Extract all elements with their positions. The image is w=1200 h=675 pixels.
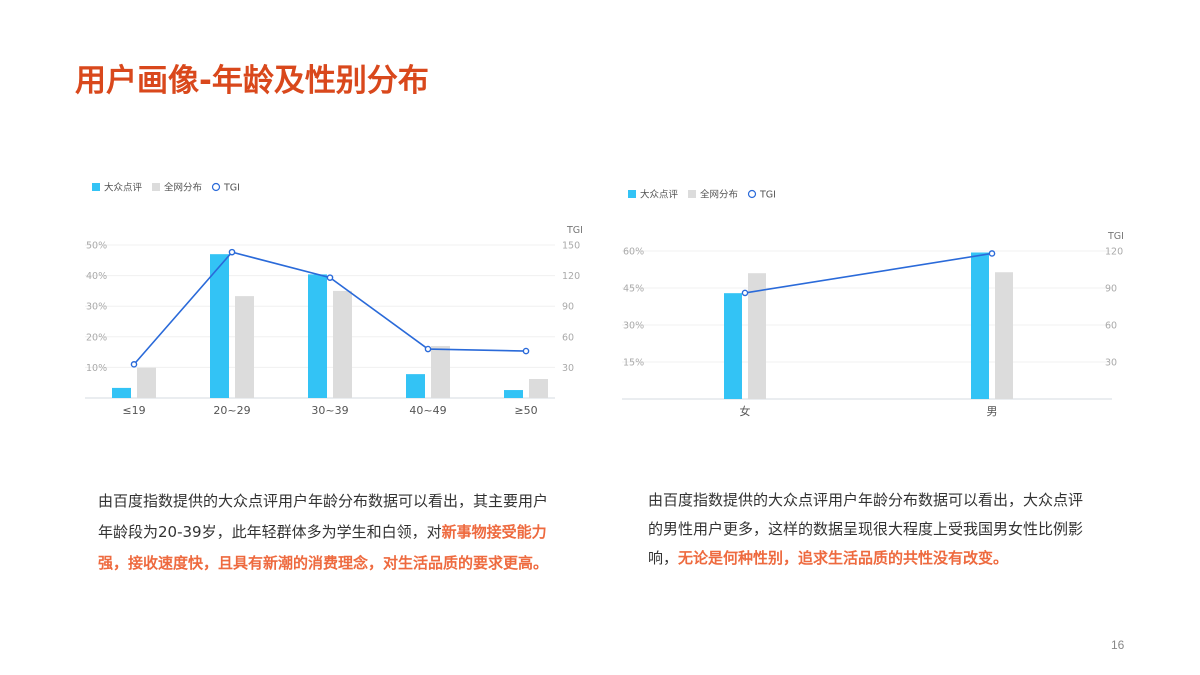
tgi-line [744, 252, 993, 294]
legend-label: 全网分布 [700, 189, 738, 201]
y-right-axis-label: TGI [1107, 231, 1124, 242]
legend-label: TGI [759, 190, 776, 201]
text-normal: 由百度指数提供的大众点评用户年龄分布数据可以看出，大众点评的男性用户更多，这样的… [648, 491, 1084, 567]
bar-all-web [748, 273, 766, 399]
bar-all-web [529, 379, 548, 398]
x-tick-label: 30~39 [311, 404, 348, 417]
bar-all-web [235, 296, 254, 398]
y-left-tick: 30% [86, 302, 107, 313]
bar-all-web [995, 272, 1013, 399]
x-tick-label: 20~29 [213, 404, 250, 417]
x-tick-label: ≤19 [122, 404, 145, 417]
legend-label: 大众点评 [640, 189, 679, 201]
tgi-point [741, 289, 749, 297]
tgi-point [130, 361, 138, 368]
y-right-tick: 120 [1105, 247, 1123, 258]
bar-dianping [724, 293, 742, 399]
text-highlight: 无论是何种性别，追求生活品质的共性没有改变。 [678, 549, 1009, 567]
y-right-tick: 30 [1105, 358, 1117, 369]
tgi-point [522, 347, 530, 355]
legend-swatch [628, 190, 636, 198]
y-left-tick: 50% [86, 241, 107, 252]
bar-dianping [504, 390, 523, 398]
page-number: 16 [1111, 638, 1125, 652]
y-left-tick: 60% [623, 247, 644, 258]
y-right-tick: 120 [562, 271, 580, 282]
y-left-tick: 15% [623, 358, 644, 369]
y-right-axis-label: TGI [566, 225, 583, 236]
y-right-tick: 30 [562, 363, 574, 374]
x-tick-label: 男 [987, 405, 998, 418]
bar-dianping [308, 274, 327, 398]
y-left-tick: 10% [86, 363, 107, 374]
x-tick-label: 40~49 [409, 404, 446, 417]
bar-dianping [112, 387, 131, 398]
y-right-tick: 60 [562, 332, 574, 343]
bar-dianping [971, 252, 989, 399]
tgi-point [228, 248, 236, 256]
text-normal: 由百度指数提供的大众点评用户年龄分布数据可以看出，其主要用户年龄段为20-39岁… [98, 492, 549, 541]
bar-dianping [406, 374, 425, 398]
x-tick-label: 女 [740, 404, 751, 418]
gender-analysis-text: 由百度指数提供的大众点评用户年龄分布数据可以看出，大众点评的男性用户更多，这样的… [648, 486, 1093, 573]
y-right-tick: 60 [1105, 321, 1117, 332]
y-left-tick: 40% [86, 271, 107, 282]
y-right-tick: 150 [562, 241, 580, 252]
legend-label: 大众点评 [104, 182, 143, 194]
y-left-tick: 20% [86, 332, 107, 343]
legend-tgi-marker [747, 189, 757, 199]
bar-dianping [210, 254, 229, 398]
tgi-point [988, 250, 996, 257]
legend-label: TGI [223, 183, 240, 194]
legend-swatch [92, 183, 100, 191]
y-left-tick: 45% [623, 284, 644, 295]
y-right-tick: 90 [562, 302, 574, 313]
y-right-tick: 90 [1105, 284, 1117, 295]
legend-swatch [152, 183, 160, 191]
bar-all-web [137, 367, 156, 398]
tgi-point [326, 274, 334, 281]
age-analysis-text: 由百度指数提供的大众点评用户年龄分布数据可以看出，其主要用户年龄段为20-39岁… [98, 486, 548, 579]
x-tick-label: ≥50 [514, 404, 537, 417]
page-title: 用户画像-年龄及性别分布 [75, 63, 429, 99]
tgi-point [424, 345, 432, 353]
legend-swatch [688, 190, 696, 198]
text-highlight: 新事物接受能力强，接收速度快，且具有新潮的消费理念，对生活品质的要求更高。 [98, 523, 549, 572]
legend-tgi-marker [211, 182, 221, 192]
bar-all-web [431, 345, 450, 398]
bar-all-web [333, 290, 352, 398]
legend-label: 全网分布 [164, 182, 202, 194]
y-left-tick: 30% [623, 321, 644, 332]
